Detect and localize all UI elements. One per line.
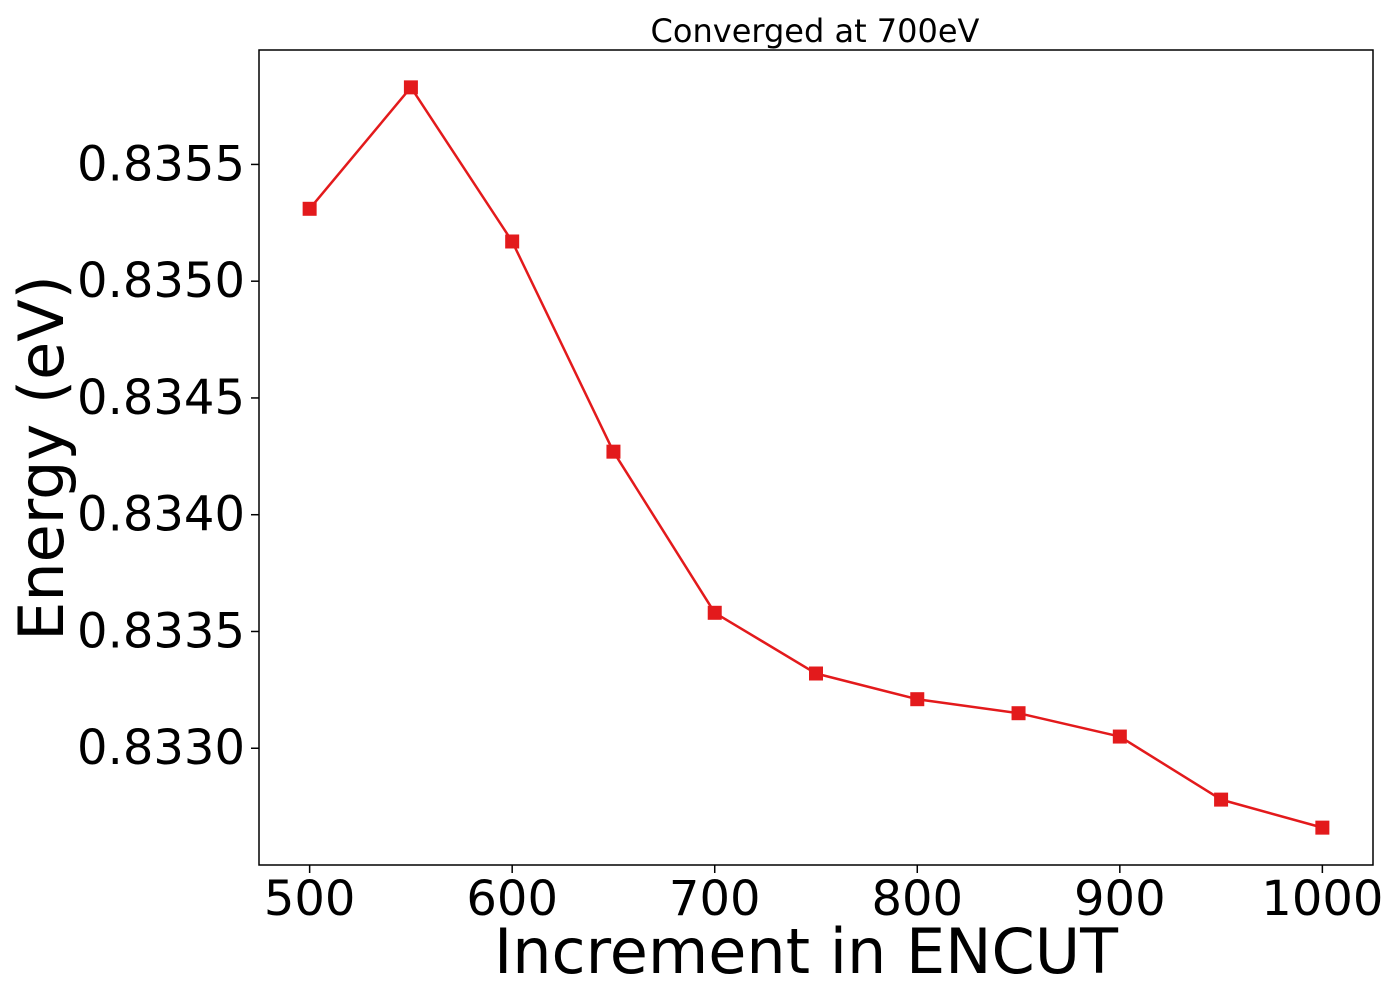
chart-title: Converged at 700eV	[651, 12, 980, 50]
data-point	[1011, 706, 1026, 721]
data-point	[809, 666, 823, 681]
y-axis: 0.8330 0.8335 0.8340 0.8345 0.8350 0.8355	[77, 136, 259, 776]
y-tick-label: 0.8330	[77, 720, 245, 776]
data-point	[1315, 820, 1330, 835]
data-point	[910, 692, 925, 707]
x-tick-label: 1000	[1261, 871, 1383, 927]
data-point	[505, 234, 520, 249]
x-tick-label: 900	[1074, 871, 1166, 927]
data-point	[606, 444, 621, 459]
data-point	[707, 605, 722, 620]
y-tick-label: 0.8340	[77, 487, 245, 543]
x-axis-label: Increment in ENCUT	[494, 915, 1119, 988]
x-tick-label: 500	[264, 871, 356, 927]
data-point	[403, 80, 418, 95]
plot-area	[302, 80, 1330, 835]
x-tick-label: 600	[466, 871, 558, 927]
y-tick-label: 0.8345	[77, 370, 245, 426]
y-tick-label: 0.8335	[77, 603, 245, 659]
x-tick-label: 700	[669, 871, 761, 927]
data-point	[302, 201, 317, 216]
y-tick-label: 0.8355	[77, 136, 245, 192]
y-axis-label: Energy (eV)	[5, 275, 78, 641]
x-axis: 500 600 700 800 900 1000	[264, 865, 1383, 927]
data-point	[1214, 792, 1229, 807]
plot-frame	[258, 49, 1374, 866]
data-point	[1112, 729, 1127, 744]
x-tick-label: 800	[871, 871, 963, 927]
y-tick-label: 0.8350	[77, 253, 245, 309]
